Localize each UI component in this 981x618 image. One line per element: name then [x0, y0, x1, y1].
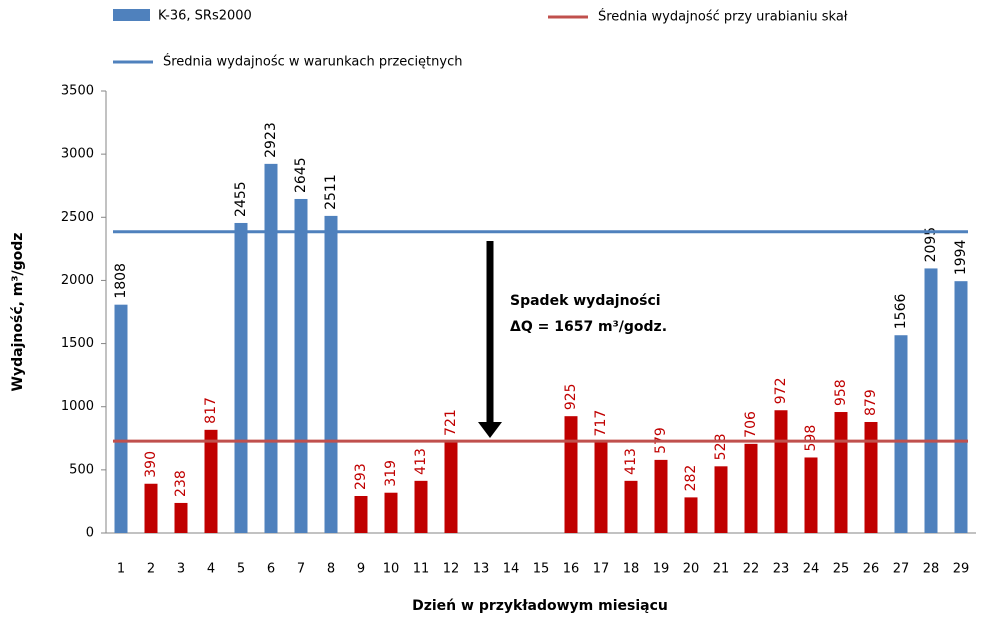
y-tick-label: 3500	[61, 84, 94, 99]
x-tick-label: 20	[683, 562, 700, 577]
bar	[294, 198, 308, 533]
bar	[924, 268, 938, 533]
x-axis-label: Dzień w przykładowym miesiącu	[412, 598, 668, 614]
x-tick-label: 23	[773, 562, 790, 577]
x-tick-label: 27	[893, 562, 910, 577]
bar	[324, 215, 338, 533]
bar	[624, 480, 638, 533]
x-tick-label: 2	[147, 562, 155, 577]
x-tick-label: 14	[503, 562, 520, 577]
data-label: 319	[383, 460, 399, 487]
data-label: 2511	[323, 174, 339, 210]
bar	[234, 222, 248, 533]
data-label: 413	[623, 448, 639, 475]
annotation: ΔQ = 1657 m³/godz.	[510, 319, 667, 335]
bar	[654, 459, 668, 533]
data-label: 293	[353, 463, 369, 490]
y-tick-label: 2000	[61, 273, 94, 288]
data-label: 879	[863, 389, 879, 416]
bar	[384, 492, 398, 533]
bar	[714, 466, 728, 533]
x-tick-label: 21	[713, 562, 730, 577]
data-label: 721	[443, 409, 459, 436]
legend-label: Średnia wydajnośc w warunkach przeciętny…	[163, 54, 462, 70]
bar	[564, 416, 578, 533]
bar	[174, 502, 188, 533]
bar	[894, 335, 908, 533]
data-label: 528	[713, 434, 729, 461]
data-label: 972	[773, 378, 789, 405]
x-tick-label: 4	[207, 562, 215, 577]
x-tick-label: 13	[473, 562, 490, 577]
x-tick-label: 29	[953, 562, 970, 577]
data-label: 1994	[953, 239, 969, 275]
data-label: 717	[593, 410, 609, 437]
bar	[864, 421, 878, 533]
data-label: 958	[833, 379, 849, 406]
bar	[834, 412, 848, 533]
x-tick-label: 7	[297, 562, 305, 577]
x-tick-label: 26	[863, 562, 880, 577]
legend-label: Średnia wydajność przy urabianiu skał	[598, 9, 848, 25]
bar	[774, 410, 788, 533]
data-label: 2645	[293, 157, 309, 193]
x-tick-label: 11	[413, 562, 430, 577]
x-tick-label: 12	[443, 562, 460, 577]
x-tick-label: 19	[653, 562, 670, 577]
data-label: 706	[743, 411, 759, 438]
data-label: 390	[143, 451, 159, 478]
y-tick-label: 2500	[61, 210, 94, 225]
data-label: 925	[563, 383, 579, 410]
y-tick-label: 0	[86, 526, 94, 541]
x-tick-label: 17	[593, 562, 610, 577]
x-tick-label: 16	[563, 562, 580, 577]
x-tick-label: 28	[923, 562, 940, 577]
bar	[414, 480, 428, 533]
bar	[264, 163, 278, 533]
legend-label: K-36, SRs2000	[158, 9, 252, 24]
data-label: 2095	[923, 227, 939, 263]
legend-swatch	[113, 9, 150, 21]
arrow-head	[478, 422, 502, 438]
x-tick-label: 3	[177, 562, 185, 577]
x-tick-label: 24	[803, 562, 820, 577]
x-tick-label: 5	[237, 562, 245, 577]
x-tick-label: 15	[533, 562, 550, 577]
bar	[954, 281, 968, 533]
bar	[684, 497, 698, 533]
data-label: 1566	[893, 294, 909, 330]
data-label: 238	[173, 470, 189, 497]
annotation: Spadek wydajności	[510, 293, 661, 309]
x-tick-label: 6	[267, 562, 275, 577]
bar	[594, 442, 608, 533]
bar	[144, 483, 158, 533]
y-tick-label: 3000	[61, 147, 94, 162]
data-label: 282	[683, 465, 699, 492]
x-tick-label: 18	[623, 562, 640, 577]
data-label: 2455	[233, 181, 249, 217]
data-label: 413	[413, 448, 429, 475]
bar	[804, 457, 818, 533]
x-tick-label: 9	[357, 562, 365, 577]
bar	[744, 443, 758, 533]
x-tick-label: 1	[117, 562, 125, 577]
data-label: 817	[203, 397, 219, 424]
y-axis-label: Wydajność, m³/godz	[10, 233, 26, 392]
y-tick-label: 1000	[61, 399, 94, 414]
bar	[444, 441, 458, 533]
y-tick-label: 500	[69, 462, 94, 477]
data-label: 2923	[263, 122, 279, 158]
bar	[204, 429, 218, 533]
bar	[114, 304, 128, 533]
x-tick-label: 22	[743, 562, 760, 577]
x-tick-label: 25	[833, 562, 850, 577]
x-tick-label: 10	[383, 562, 400, 577]
bar	[354, 495, 368, 533]
y-tick-label: 1500	[61, 336, 94, 351]
x-tick-label: 8	[327, 562, 335, 577]
data-label: 598	[803, 425, 819, 452]
data-label: 1808	[113, 263, 129, 299]
